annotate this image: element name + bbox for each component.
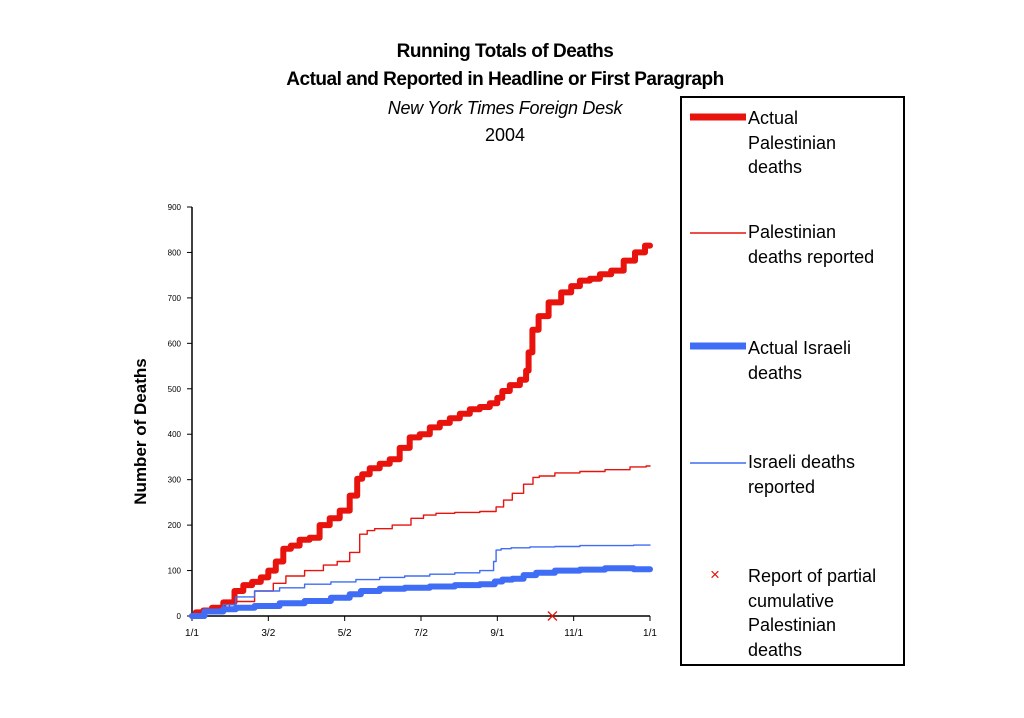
chart-year: 2004	[484, 125, 526, 145]
legend-label: Actual Israeli deaths	[748, 338, 852, 383]
chart-title: Running Totals of Deaths	[396, 41, 614, 62]
x-tick-label: 9/1	[490, 628, 504, 639]
x-tick-label: 7/2	[414, 628, 428, 639]
y-tick-label: 800	[168, 248, 182, 257]
chart-title-block: Running Totals of Deaths Actual and Repo…	[180, 38, 830, 148]
legend: Actual Palestinian deaths Palestinian de…	[680, 96, 905, 666]
y-tick-label: 700	[168, 294, 182, 303]
y-tick-label: 0	[177, 612, 182, 621]
y-tick-label: 400	[168, 430, 182, 439]
y-tick-label: 100	[168, 567, 182, 576]
y-tick-label: 500	[168, 385, 182, 394]
x-tick-label: 5/2	[338, 628, 352, 639]
y-axis-label: Number of Deaths	[131, 358, 150, 504]
y-tick-label: 300	[168, 476, 182, 485]
legend-label: Report of partial cumulative Palestinian…	[748, 566, 877, 660]
series-line-0	[189, 242, 653, 619]
legend-swatch-thin-red	[690, 232, 746, 234]
x-tick-label: 3/2	[261, 628, 275, 639]
legend-x-marker-icon: ×	[710, 565, 720, 584]
x-tick-label: 11/1	[564, 628, 583, 639]
legend-swatch-thick-red	[690, 113, 746, 121]
series-line-2	[189, 565, 653, 619]
x-tick-label: 1/1	[185, 628, 199, 639]
legend-swatch-thick-blue	[690, 342, 746, 350]
x-marker	[547, 611, 558, 621]
legend-label: Palestinian deaths reported	[748, 222, 875, 267]
chart-subtitle: Actual and Reported in Headline or First…	[286, 69, 724, 90]
series-line-1	[191, 465, 651, 617]
y-tick-label: 200	[168, 521, 182, 530]
y-tick-label: 900	[168, 203, 182, 212]
x-tick-label: 1/1	[643, 628, 657, 639]
series-line-3	[191, 544, 651, 617]
y-tick-label: 600	[168, 339, 182, 348]
legend-label: Actual Palestinian deaths	[748, 108, 837, 177]
legend-swatch-thin-blue	[690, 462, 746, 464]
chart-source: New York Times Foreign Desk	[387, 98, 623, 118]
legend-label: Israeli deaths reported	[748, 452, 856, 497]
